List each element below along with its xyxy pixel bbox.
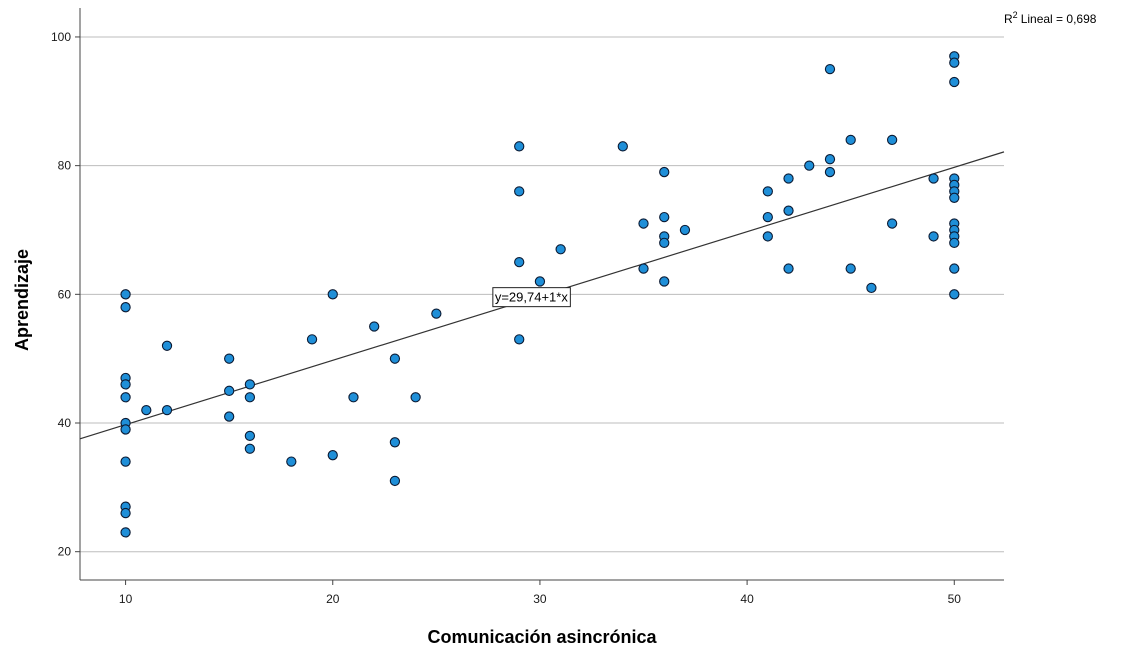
data-point: [804, 160, 815, 171]
data-point: [617, 141, 628, 152]
data-point: [327, 289, 338, 300]
data-point: [514, 257, 525, 268]
data-point: [638, 263, 649, 274]
data-point: [659, 166, 670, 178]
data-point: [120, 302, 131, 313]
y-axis-title: Aprendizaje: [12, 249, 32, 351]
tick-labels: 20 40 60 80 100 10 20 30 40 50: [51, 30, 961, 606]
data-points: [120, 51, 960, 538]
data-point: [224, 385, 235, 396]
y-tick-label: 60: [58, 287, 72, 301]
y-tick-label: 40: [58, 416, 72, 430]
data-point: [783, 263, 794, 274]
fit-equation-box: y=29,74+1*x: [492, 287, 571, 308]
data-point: [949, 237, 960, 248]
data-point: [659, 211, 670, 223]
data-point: [866, 282, 877, 294]
data-point: [949, 76, 960, 88]
data-point: [389, 437, 401, 448]
data-point: [224, 411, 235, 422]
data-point: [824, 63, 836, 75]
data-point: [949, 57, 960, 68]
data-point: [762, 231, 773, 242]
data-point: [120, 392, 131, 403]
data-point: [514, 141, 525, 152]
data-point: [928, 231, 939, 242]
data-point: [845, 263, 856, 274]
data-point: [244, 392, 256, 403]
data-point: [514, 334, 525, 345]
x-tick-label: 20: [326, 592, 340, 606]
data-point: [845, 134, 856, 146]
data-point: [638, 218, 649, 229]
data-point: [120, 379, 131, 390]
data-point: [244, 379, 256, 390]
r-squared-r: R: [1004, 12, 1013, 26]
data-point: [783, 173, 794, 184]
data-point: [949, 192, 960, 203]
r-squared-superscript: 2: [1013, 10, 1018, 20]
data-point: [161, 404, 173, 416]
data-point: [120, 527, 131, 538]
fit-equation-label: y=29,74+1*x: [495, 290, 569, 305]
data-point: [120, 424, 131, 435]
data-point: [120, 289, 131, 300]
data-point: [928, 173, 939, 184]
data-point: [161, 340, 173, 351]
data-point: [369, 321, 380, 332]
x-tick-label: 30: [533, 592, 547, 606]
data-point: [141, 404, 152, 416]
data-point: [120, 456, 131, 467]
r-squared-label: R2 Lineal = 0,698: [1004, 10, 1097, 26]
data-point: [762, 186, 773, 197]
data-point: [244, 443, 256, 454]
data-point: [949, 263, 960, 274]
x-tick-label: 50: [948, 592, 962, 606]
fit-equation-border: [492, 287, 571, 308]
data-point: [389, 475, 401, 487]
data-point: [120, 507, 131, 519]
data-point: [886, 134, 898, 146]
data-point: [886, 218, 898, 229]
r-squared-value: Lineal = 0,698: [1021, 12, 1097, 26]
x-tick-label: 40: [740, 592, 754, 606]
data-point: [327, 450, 338, 461]
data-point: [286, 456, 297, 467]
data-point: [514, 186, 525, 197]
y-tick-label: 80: [58, 159, 72, 173]
y-tick-label: 100: [51, 30, 71, 44]
x-tick-label: 10: [119, 592, 133, 606]
data-point: [348, 392, 359, 403]
y-tick-label: 20: [58, 545, 72, 559]
data-point: [555, 244, 566, 255]
data-point: [679, 224, 691, 236]
data-point: [410, 392, 421, 403]
data-point: [824, 166, 836, 178]
data-point: [824, 154, 836, 165]
data-point: [244, 430, 256, 442]
data-point: [224, 353, 235, 364]
data-point: [949, 289, 960, 300]
data-point: [762, 211, 773, 223]
data-point: [783, 205, 794, 216]
data-point: [306, 334, 318, 345]
data-point: [659, 276, 670, 287]
data-point: [659, 237, 670, 248]
data-point: [534, 276, 546, 287]
x-axis-title: Comunicación asincrónica: [427, 627, 657, 647]
data-point: [389, 353, 401, 364]
data-point: [431, 308, 442, 319]
